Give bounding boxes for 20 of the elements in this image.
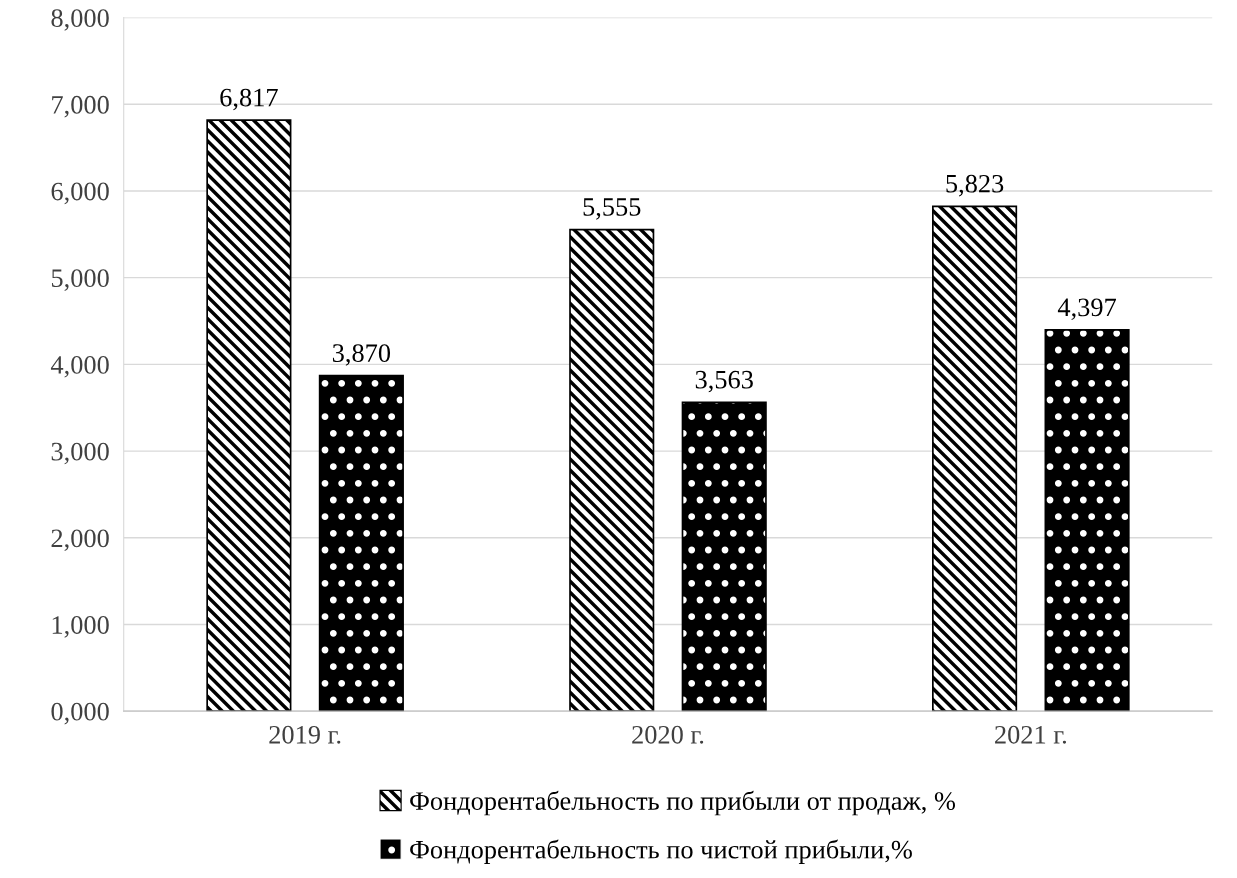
x-tick-label: 2020 г. <box>632 725 704 744</box>
y-tick-label: 3,000 <box>51 442 109 465</box>
y-tick-label: 7,000 <box>52 95 109 118</box>
data-label: 4,397 <box>1057 298 1116 321</box>
y-tick-label: 6,000 <box>51 182 109 205</box>
data-label: 6,817 <box>220 88 278 111</box>
data-label: 3,870 <box>332 344 391 366</box>
y-tick-label: 8,000 <box>51 9 109 31</box>
y-tick-label: 5,000 <box>51 269 109 291</box>
x-tick-label: 2019 г. <box>269 725 341 744</box>
data-label: 5,555 <box>583 198 641 220</box>
x-tick-label: 2021 г. <box>995 725 1067 744</box>
y-tick-label: 1,000 <box>52 616 109 638</box>
legend-label: Фондорентабельность по чистой прибыли,% <box>410 839 912 864</box>
legend-label: Фондорентабельность по прибыли от продаж, % <box>410 790 956 816</box>
data-label: 3,563 <box>695 370 753 393</box>
y-tick-label: 0,000 <box>51 702 109 725</box>
data-label: 5,823 <box>946 174 1004 197</box>
y-tick-label: 2,000 <box>51 529 109 551</box>
y-tick-label: 4,000 <box>50 355 109 378</box>
